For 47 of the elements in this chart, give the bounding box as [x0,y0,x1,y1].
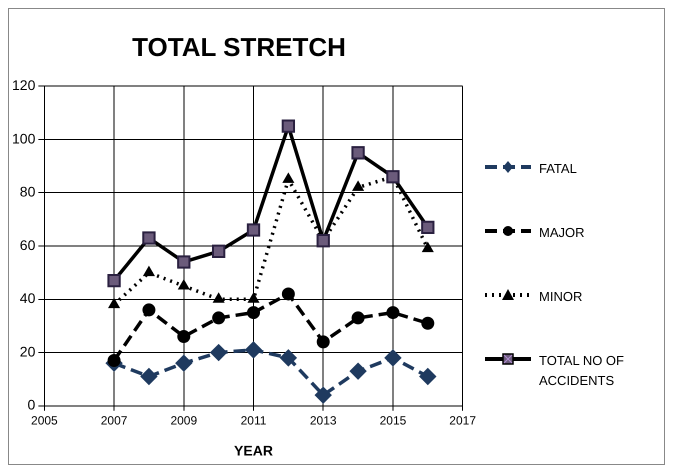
point [108,354,121,368]
y-tick-label: 20 [20,343,36,360]
point [386,306,400,320]
point [245,341,262,358]
point [352,180,364,191]
point [247,306,260,320]
x-tick-label: 2015 [380,413,407,428]
point [282,172,294,183]
point [316,335,330,348]
point [421,316,434,330]
point [212,311,226,324]
legend-label: MAJOR [539,224,586,242]
point [384,349,402,366]
point [314,386,332,404]
legend-label: FATAL [539,160,578,178]
y-tick-label: 80 [20,184,36,200]
x-tick-label: 2017 [449,413,476,428]
point [210,344,228,362]
point [143,266,155,276]
point [419,368,436,386]
point [177,330,190,344]
point [248,292,260,303]
legend-label: TOTAL NO OF ACCIDENTS [539,352,625,390]
x-tick-label: 2013 [310,413,337,428]
y-tick-label: 60 [20,236,36,253]
y-tick-label: 0 [28,396,36,413]
y-tick-label: 40 [20,290,36,306]
point [140,368,158,386]
point [178,279,190,290]
point [142,303,156,316]
point [282,287,295,300]
y-tick-label: 120 [12,77,36,94]
point [280,349,297,366]
x-tick-label: 2005 [31,413,58,428]
point [352,311,365,324]
x-tick-label: 2009 [170,413,198,428]
x-axis-title: YEAR [234,442,273,458]
point [108,298,120,308]
y-tick-label: 100 [12,130,36,146]
point [175,354,192,372]
legend-label: MINOR [539,288,584,306]
chart-title: TOTAL STRETCH [132,32,346,62]
x-tick-label: 2007 [100,413,128,428]
x-tick-label: 2011 [240,413,267,428]
point [422,242,434,252]
point [212,292,224,303]
point [350,362,367,380]
